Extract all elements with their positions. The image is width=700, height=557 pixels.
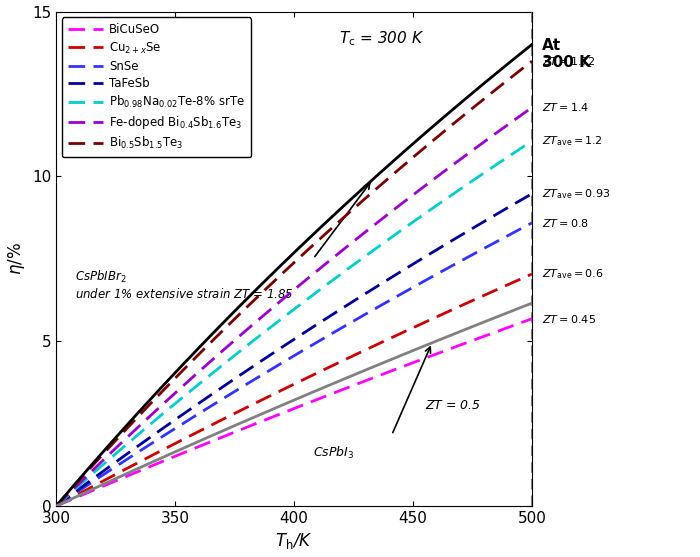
- Text: $ZT_\mathrm{ave} = 0.93$: $ZT_\mathrm{ave} = 0.93$: [542, 187, 610, 201]
- Legend: BiCuSeO, Cu$_{2+x}$Se, SnSe, TaFeSb, Pb$_{0.98}$Na$_{0.02}$Te-8% srTe, Fe-doped : BiCuSeO, Cu$_{2+x}$Se, SnSe, TaFeSb, Pb$…: [62, 17, 251, 158]
- Text: $ZT_\mathrm{ave} = 1.2$: $ZT_\mathrm{ave} = 1.2$: [542, 134, 602, 148]
- Y-axis label: $\eta$/%: $\eta$/%: [6, 242, 27, 275]
- Text: CsPbIBr$_2$
under 1% extensive strain $ZT$ = 1.85: CsPbIBr$_2$ under 1% extensive strain $Z…: [76, 268, 293, 301]
- Text: $ZT = 0.8$: $ZT = 0.8$: [542, 217, 589, 229]
- Text: At
300 K: At 300 K: [542, 38, 590, 70]
- X-axis label: $T_\mathrm{h}$/K: $T_\mathrm{h}$/K: [275, 531, 313, 551]
- Text: $ZT$ = 0.5: $ZT$ = 0.5: [425, 399, 481, 412]
- Text: $ZT = 1.72$: $ZT = 1.72$: [542, 55, 594, 67]
- Text: $T_\mathrm{c}$ = 300 K: $T_\mathrm{c}$ = 300 K: [340, 29, 424, 47]
- Text: $ZT = 0.45$: $ZT = 0.45$: [542, 312, 596, 325]
- Text: CsPbI$_3$: CsPbI$_3$: [313, 445, 354, 461]
- Text: $ZT_\mathrm{ave} = 0.6$: $ZT_\mathrm{ave} = 0.6$: [542, 267, 603, 281]
- Text: $ZT = 1.4$: $ZT = 1.4$: [542, 101, 589, 114]
